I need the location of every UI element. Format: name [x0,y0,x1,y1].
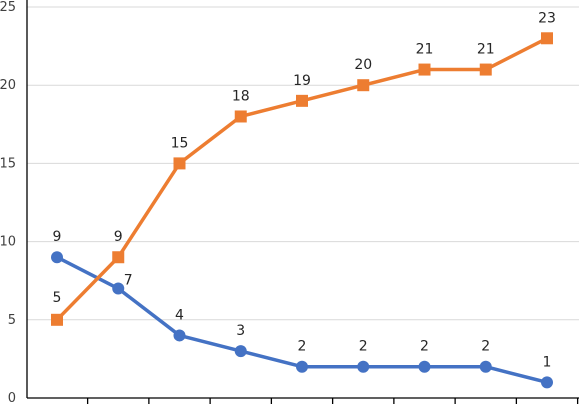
series-1-data-label: 2 [298,339,307,355]
series-1-data-label: 4 [175,307,184,323]
series-2-data-label: 19 [293,73,311,89]
series-1-point [234,345,247,358]
series-2-data-label: 21 [416,42,434,58]
series-2-point [357,79,370,92]
series-2-data-label: 18 [232,88,250,104]
series-2-point [541,32,553,45]
series-2-data-label: 5 [53,290,62,306]
series-2-data-label: 23 [538,10,556,26]
series-2-data-label: 15 [171,135,189,151]
y-tick-label: 10 [0,235,16,250]
series-2-data-label: 20 [354,57,372,73]
series-2-data-label: 9 [114,229,123,245]
series-2-point [173,157,186,170]
series-1-point [357,360,370,373]
series-2-point [296,94,308,107]
series-1-point [418,360,431,373]
series-1-point [173,329,186,342]
y-tick-label: 5 [8,313,16,328]
series-2-data-label: 21 [477,42,495,58]
series-1-point [541,376,553,389]
series-2-point [418,63,431,76]
series-1-data-label: 2 [420,339,429,355]
series-1-point [112,282,125,295]
series-1-data-label: 2 [359,339,368,355]
series-1-point [479,360,492,373]
series-1-point [51,251,63,264]
series-1-data-label: 9 [53,229,62,245]
series-1-data-label: 7 [124,273,133,289]
series-1-point [296,360,308,373]
series-2-point [234,110,247,123]
y-tick-label: 25 [0,0,16,15]
series-1-data-label: 2 [481,339,490,355]
series-2-point [479,63,492,76]
y-tick-label: 20 [0,78,16,93]
series-1-data-label: 3 [236,323,245,339]
series-2-point [51,313,63,326]
y-tick-label: 0 [8,391,16,404]
series-2-point [112,251,125,264]
y-tick-label: 15 [0,156,16,171]
grid-lines [27,6,579,321]
series-group [51,32,553,389]
series-1-data-label: 1 [543,354,552,370]
